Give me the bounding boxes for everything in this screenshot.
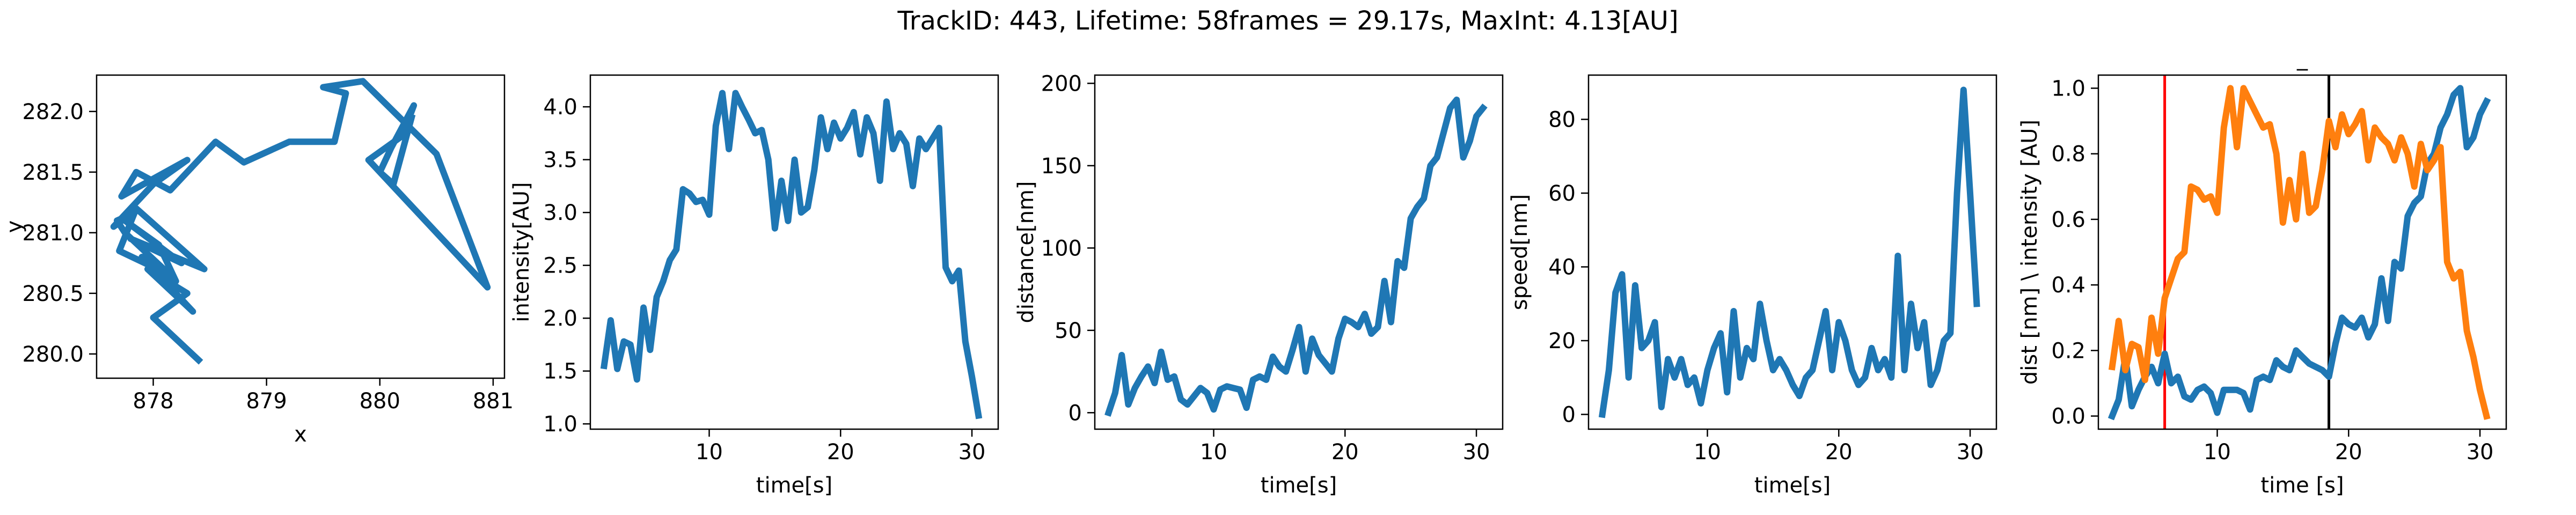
intensity-ytick-label: 4.0: [543, 95, 577, 120]
subplot-distance: 10 20 30 0 50 100 150 200 time[s] distance[nm]: [1014, 71, 1504, 498]
normalized-ytick-label: 0.4: [2051, 273, 2085, 298]
distance-yaxis-label: distance[nm]: [1014, 181, 1038, 323]
speed-ytick-label: 20: [1548, 329, 1576, 354]
normalized-yaxis-label: dist [nm] \ intensity [AU]: [2017, 120, 2042, 385]
intensity-ytick-label: 2.5: [543, 254, 577, 278]
normalized-ytick-label: 0.0: [2051, 404, 2085, 429]
speed-axes-frame: [1587, 74, 1997, 430]
intensity-ytick-label: 1.0: [543, 412, 577, 437]
normalized-xaxis-label: time [s]: [2260, 473, 2344, 498]
subplot-speed: 10 20 30 0 20 40 60 80 time[s] speed[nm]: [1507, 74, 1997, 498]
intensity-series-line-0: [600, 90, 983, 420]
normalized-series-line-1: [2108, 85, 2491, 420]
intensity-xtick-label: 30: [958, 440, 986, 465]
speed-series-line-0: [1598, 86, 1980, 418]
normalized-xtick-label: 30: [2467, 440, 2494, 465]
distance-axes-frame: [1094, 74, 1504, 430]
normalized-ytick-label: 0.6: [2051, 208, 2085, 232]
distance-ytick-label: 150: [1041, 154, 1082, 179]
speed-ytick-label: 40: [1548, 255, 1576, 280]
trajectory-xaxis-label: x: [294, 422, 307, 447]
normalized-ytick-label: 0.2: [2051, 339, 2085, 363]
trajectory-xtick-label: 880: [360, 389, 400, 414]
speed-ytick-label: 0: [1562, 403, 1576, 428]
distance-series-line-0: [1104, 97, 1488, 417]
trajectory-series-line-0: [110, 78, 491, 365]
speed-xtick-label: 20: [1825, 440, 1853, 465]
intensity-axes-frame: [589, 74, 999, 430]
normalized-xtick-label: 20: [2335, 440, 2362, 465]
trajectory-xtick-label: 878: [133, 389, 173, 414]
intensity-xtick-label: 10: [696, 440, 723, 465]
intensity-ytick-label: 3.0: [543, 201, 577, 225]
figure-suptitle: TrackID: 443, Lifetime: 58frames = 29.17…: [897, 6, 1678, 36]
trajectory-ytick-label: 281.5: [22, 160, 84, 185]
intensity-ytick-label: 2.0: [543, 306, 577, 331]
subplot-intensity: 10 20 30 1.0 1.5 2.0 2.5 3.0 3.5 4.0 time[s] intens…: [509, 74, 999, 498]
distance-xtick-label: 30: [1463, 440, 1490, 465]
trajectory-xtick-label: 879: [246, 389, 287, 414]
normalized-ytick-label: 1.0: [2051, 76, 2085, 101]
trajectory-ytick-label: 281.0: [22, 221, 84, 246]
subplot-trajectory: 878 879 880 881 280.0 280.5 281.0 281.5 282.0 x y: [2, 74, 514, 447]
distance-ytick-label: 200: [1041, 71, 1082, 96]
distance-ytick-label: 0: [1069, 401, 1082, 425]
intensity-yaxis-label: intensity[AU]: [509, 182, 534, 322]
normalized-series-line-0: [2107, 85, 2491, 421]
speed-xtick-label: 10: [1694, 440, 1721, 465]
distance-ytick-label: 50: [1055, 319, 1082, 343]
distance-ytick-label: 100: [1041, 236, 1082, 261]
normalized-ytick-label: 0.8: [2051, 142, 2085, 167]
trajectory-ytick-label: 282.0: [22, 100, 84, 124]
normalized-xtick-label: 10: [2204, 440, 2231, 465]
speed-ytick-label: 80: [1548, 108, 1576, 133]
speed-yaxis-label: speed[nm]: [1507, 194, 1532, 310]
distance-xaxis-label: time[s]: [1261, 473, 1337, 498]
distance-xtick-label: 20: [1331, 440, 1359, 465]
intensity-xaxis-label: time[s]: [756, 473, 832, 498]
trajectory-xtick-label: 881: [473, 389, 514, 414]
normalized-subplot-title: _: [2296, 46, 2308, 71]
trajectory-yaxis-label: y: [2, 220, 27, 233]
intensity-xtick-label: 20: [827, 440, 854, 465]
speed-ytick-label: 60: [1548, 181, 1576, 206]
speed-xtick-label: 30: [1957, 440, 1984, 465]
trajectory-axes-frame: [96, 74, 506, 379]
normalized-axes-frame: [2097, 74, 2507, 430]
trajectory-ytick-label: 280.0: [22, 342, 84, 367]
trajectory-ytick-label: 280.5: [22, 282, 84, 306]
intensity-ytick-label: 3.5: [543, 148, 577, 173]
subplot-normalized-dist-intensity: 10 20 30 0.0 0.2 0.4 0.6 0.8 1.0 time [s] dist [nm…: [2017, 46, 2507, 498]
intensity-ytick-label: 1.5: [543, 359, 577, 384]
speed-xaxis-label: time[s]: [1754, 473, 1831, 498]
distance-xtick-label: 10: [1200, 440, 1227, 465]
